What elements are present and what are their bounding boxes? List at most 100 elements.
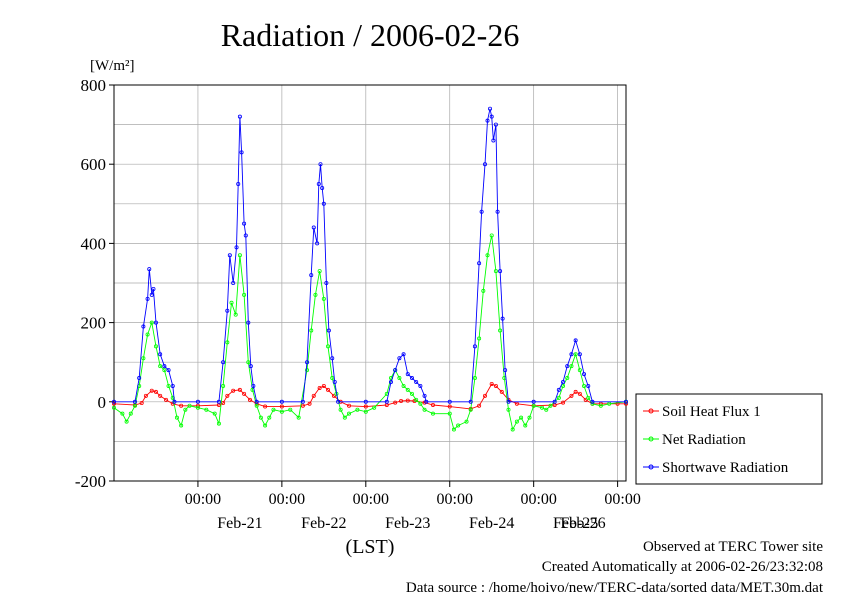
data-point (321, 201, 326, 206)
data-point (166, 383, 171, 388)
data-point (254, 399, 259, 404)
data-point (248, 364, 253, 369)
footer-created: Created Automatically at 2006-02-26/23:3… (542, 559, 823, 575)
data-point (305, 368, 310, 373)
data-point (221, 360, 226, 365)
data-point (477, 261, 482, 266)
x-tick-time-label: 00:00 (269, 491, 305, 508)
data-point (251, 383, 256, 388)
data-point (582, 372, 587, 377)
data-point (237, 387, 242, 392)
data-point (493, 269, 498, 274)
data-point (271, 407, 276, 412)
data-point (561, 379, 566, 384)
data-point (569, 352, 574, 357)
x-tick-date-label: Feb-24 (469, 515, 514, 532)
data-point (242, 221, 247, 226)
legend-swatch-marker (648, 436, 654, 442)
data-point (424, 399, 429, 404)
data-point (479, 209, 484, 214)
data-point (166, 368, 171, 373)
data-point (338, 407, 343, 412)
y-tick-label: 0 (98, 393, 107, 412)
data-point (482, 162, 487, 167)
x-tick-time-label: 00:00 (437, 491, 473, 508)
data-point (401, 352, 406, 357)
data-point (243, 233, 248, 238)
data-point (405, 398, 410, 403)
data-point (305, 360, 310, 365)
x-tick-date-label: Feb-23 (385, 515, 430, 532)
data-point (447, 411, 452, 416)
data-point (307, 401, 312, 406)
data-point (120, 411, 125, 416)
data-point (430, 402, 435, 407)
data-point (216, 399, 221, 404)
data-point (397, 356, 402, 361)
data-point (481, 288, 486, 293)
data-point (488, 106, 493, 111)
legend-swatch-marker (648, 408, 654, 414)
data-point (231, 388, 236, 393)
data-point (162, 364, 167, 369)
data-point (237, 114, 242, 119)
data-point (531, 403, 536, 408)
data-point (263, 423, 268, 428)
data-point (495, 209, 500, 214)
data-point (456, 423, 461, 428)
data-point (326, 387, 331, 392)
data-point (598, 403, 603, 408)
chart-title: Radiation / 2006-02-26 (221, 17, 520, 53)
data-point (317, 269, 322, 274)
data-point (405, 372, 410, 377)
data-point (577, 391, 582, 396)
data-point (405, 387, 410, 392)
y-tick-label: 400 (81, 234, 107, 253)
y-tick-label: 800 (81, 76, 107, 95)
data-point (149, 388, 154, 393)
data-point (472, 376, 477, 381)
data-point (556, 395, 561, 400)
data-point (316, 181, 321, 186)
data-point (179, 423, 184, 428)
y-tick-label: 200 (81, 314, 107, 333)
footer-data-source: Data source : /home/hoivo/new/TERC-data/… (406, 580, 824, 595)
data-point (332, 379, 337, 384)
data-point (393, 400, 398, 405)
data-point (112, 399, 117, 404)
data-point (300, 403, 305, 408)
data-point (258, 415, 263, 420)
x-tick-date-label: Feb-26 (560, 515, 605, 532)
data-point (183, 407, 188, 412)
y-tick-label: -200 (75, 472, 106, 491)
data-point (158, 364, 163, 369)
x-tick-date-label: Feb-25 (553, 515, 598, 532)
data-point (418, 383, 423, 388)
data-point (149, 320, 154, 325)
data-point (128, 411, 133, 416)
legend: Soil Heat Flux 1 Net Radiation Shortwave R… (635, 393, 823, 485)
data-point (300, 399, 305, 404)
data-point (139, 400, 144, 405)
data-point (225, 308, 230, 313)
data-point (221, 383, 226, 388)
data-point (347, 411, 352, 416)
data-point (582, 383, 587, 388)
data-point (153, 344, 158, 349)
data-point (132, 399, 137, 404)
data-point (320, 185, 325, 190)
x-tick-date-label: Feb-21 (217, 515, 262, 532)
data-point (464, 419, 469, 424)
data-point (447, 399, 452, 404)
data-point (590, 399, 595, 404)
data-point (254, 403, 259, 408)
data-point (540, 405, 545, 410)
footer-observed: Observed at TERC Tower site (643, 539, 823, 555)
data-point (315, 241, 320, 246)
data-point (143, 393, 148, 398)
data-point (565, 376, 570, 381)
data-point (556, 387, 561, 392)
data-point (498, 269, 503, 274)
legend-box (635, 393, 823, 485)
data-point (482, 393, 487, 398)
